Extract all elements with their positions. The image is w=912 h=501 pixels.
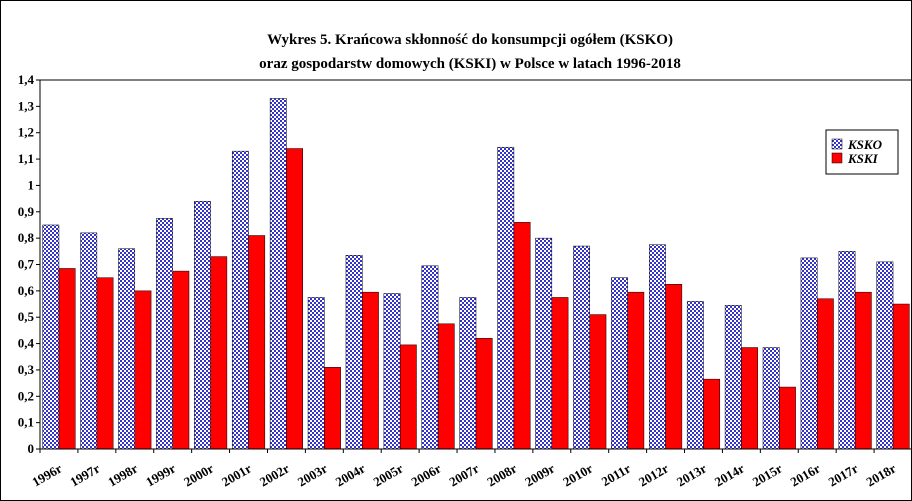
y-tick-label: 0,1 [18,415,34,430]
bar [741,347,758,450]
bar [58,268,76,450]
bar [172,270,190,450]
bar [194,200,211,450]
bar [854,291,872,450]
bar [475,338,493,450]
bar [762,347,780,450]
bar [156,218,173,450]
bar [551,297,569,450]
bar [134,290,152,450]
bar [210,256,228,450]
bar [324,367,341,450]
bar [649,244,666,450]
bar [816,298,834,450]
y-tick-label: 0,2 [18,388,34,403]
y-tick-label: 0,8 [18,230,35,245]
bar [307,297,325,450]
bar [892,303,910,450]
bar [686,301,704,450]
bar [665,284,683,450]
bar [399,344,417,450]
bar [724,305,742,450]
y-tick-label: 1,3 [18,98,35,113]
bar [611,277,628,450]
y-tick-label: 0 [28,441,35,456]
legend-label: KSKI [847,151,879,166]
bar [80,232,98,450]
bar [345,255,363,450]
y-tick-label: 1,2 [18,125,34,140]
y-tick-label: 1,4 [18,72,35,87]
bar [535,237,553,450]
bar [248,235,266,450]
bar [286,148,303,450]
bar [627,291,645,450]
y-tick-label: 0,4 [18,336,35,351]
bar [573,245,590,450]
bar [231,150,249,450]
bar [459,297,477,450]
y-tick-label: 0,3 [18,362,35,377]
bar [362,291,379,450]
y-tick-label: 0,7 [18,257,35,272]
bar [779,386,796,450]
y-tick-label: 0,6 [18,283,35,298]
bar [838,251,856,450]
bar [421,265,439,450]
bar [383,293,401,450]
y-tick-label: 0,5 [18,309,35,324]
bar [703,378,721,450]
bar [437,323,455,450]
chart-title: oraz gospodarstw domowych (KSKI) w Polsc… [259,56,681,72]
bar [269,98,287,450]
bar [513,222,531,450]
legend-swatch [831,152,843,164]
legend-swatch [831,138,843,150]
bar [497,146,515,450]
y-tick-label: 0,9 [18,204,35,219]
bar [876,261,894,450]
bar [42,224,60,450]
chart-title: Wykres 5. Krańcowa skłonność do konsumpc… [267,32,673,48]
y-tick-label: 1 [28,177,35,192]
bar [96,277,114,450]
legend-box [825,129,899,175]
legend-label: KSKO [847,137,883,152]
bar [589,314,607,450]
y-tick-label: 1,1 [18,151,34,166]
bar [118,248,136,450]
bar [800,257,818,450]
